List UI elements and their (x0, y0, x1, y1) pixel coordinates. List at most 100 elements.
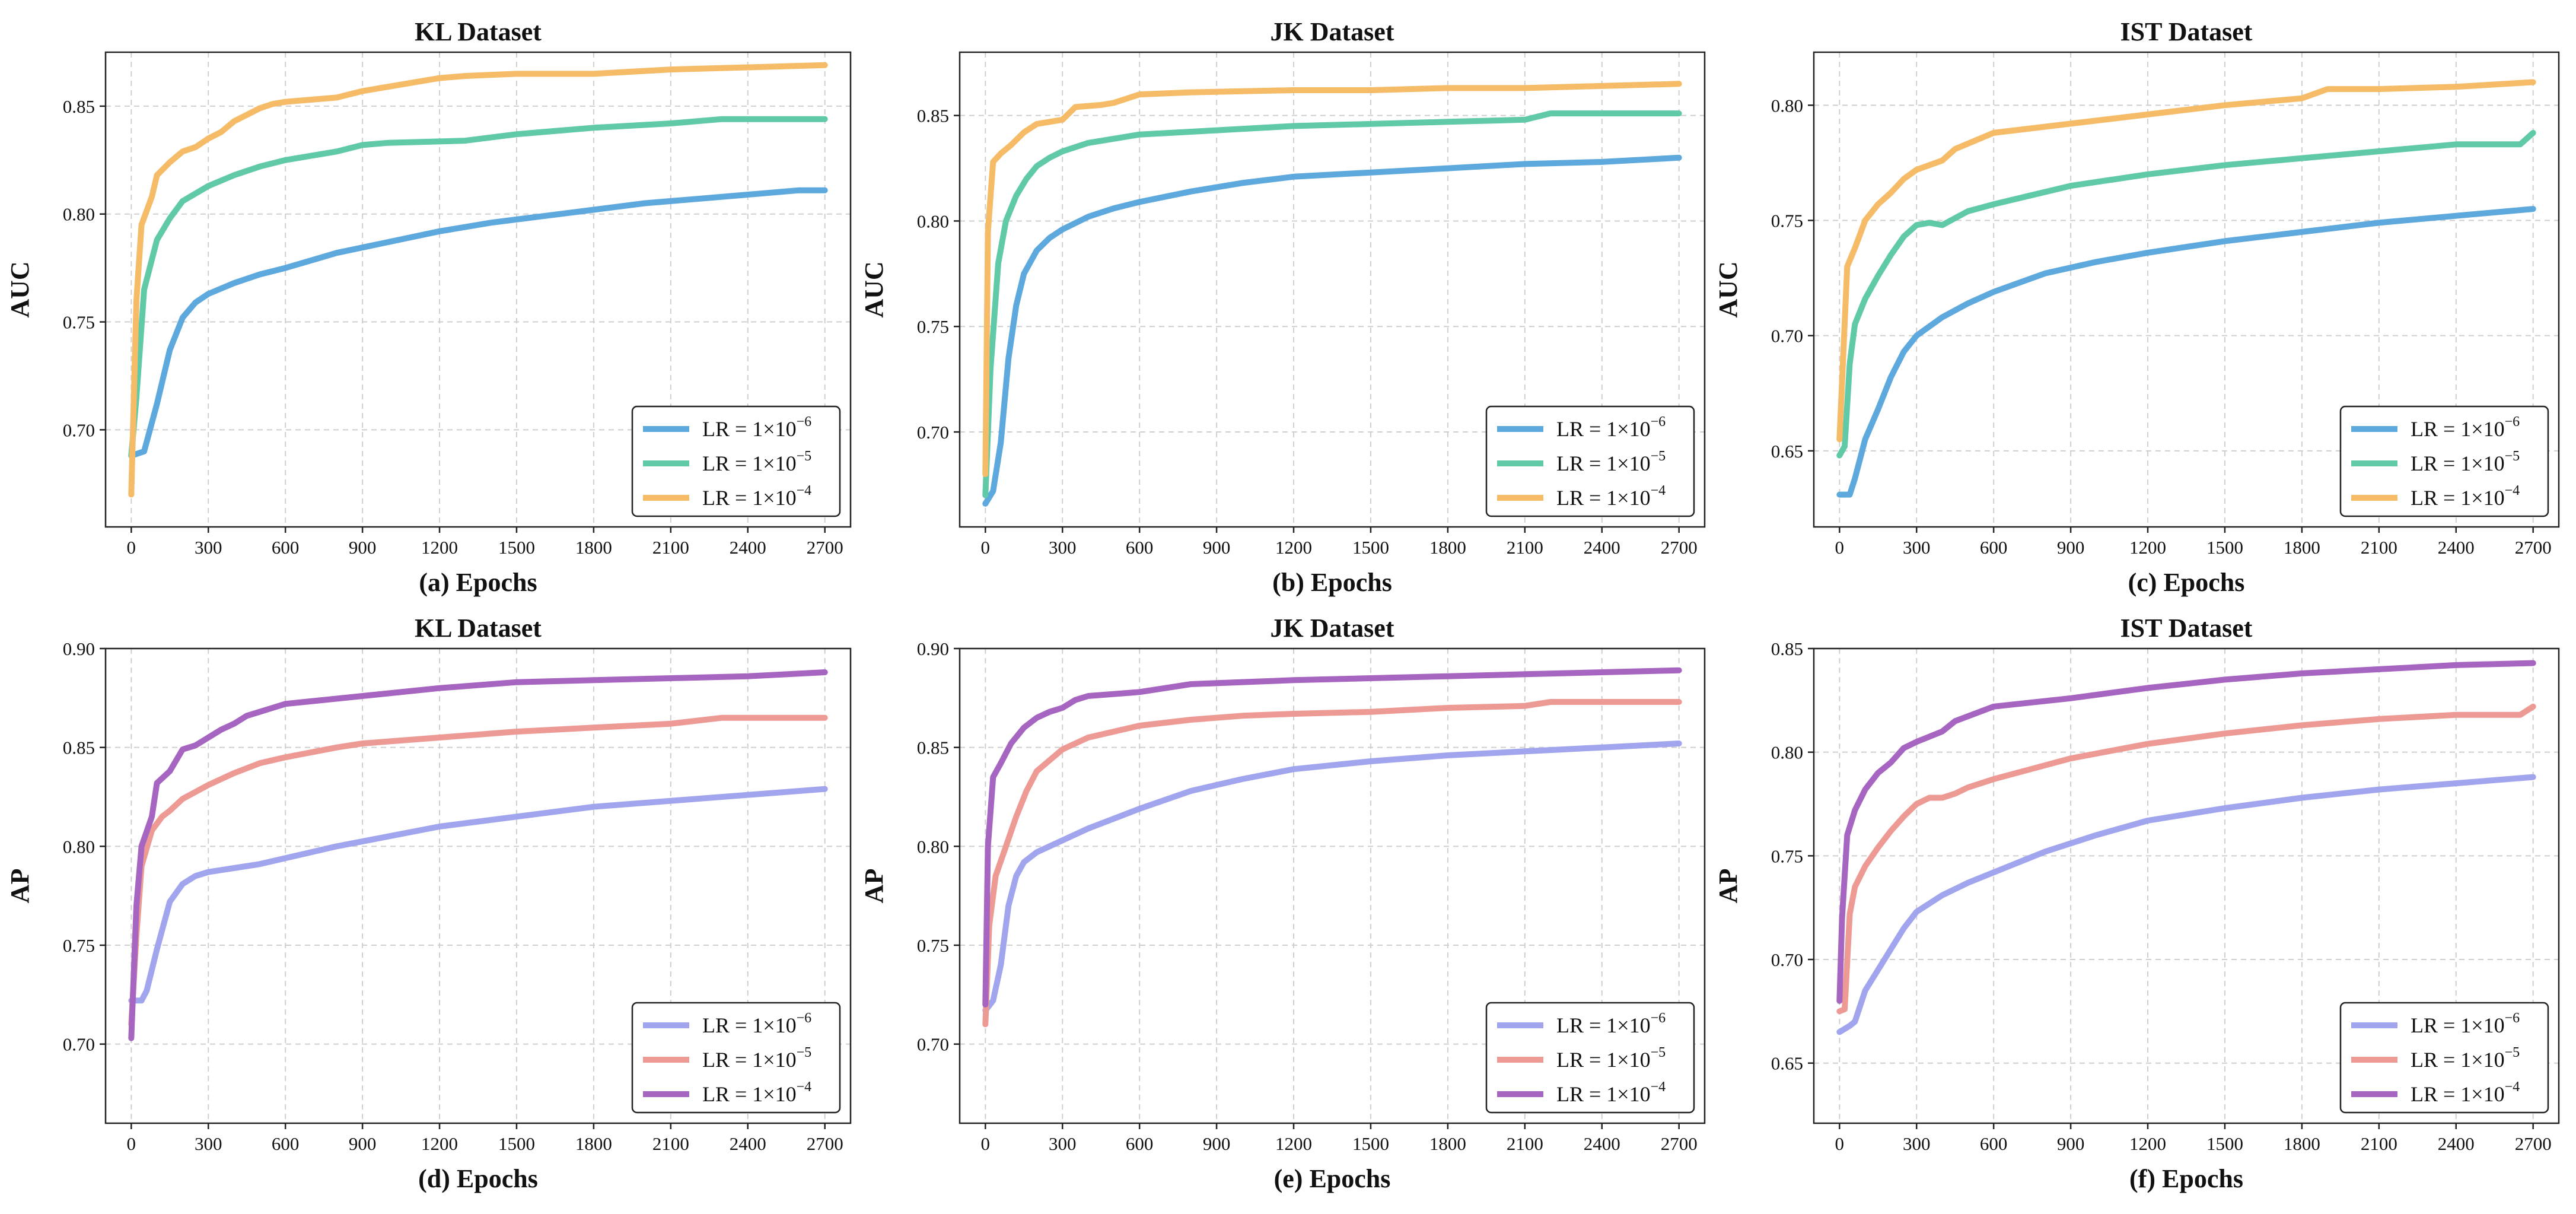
x-tick-label: 300 (1903, 537, 1931, 558)
series-line-0 (128, 187, 828, 459)
legend-exponent: −4 (797, 1079, 812, 1095)
plot-frame (959, 647, 1706, 1124)
legend-box (2339, 405, 2549, 517)
x-tick-label: 1200 (1275, 537, 1312, 558)
plot-frame (104, 51, 852, 528)
x-tick-label: 2700 (2515, 1133, 2552, 1154)
x-tick-label: 1200 (2129, 537, 2166, 558)
x-tick-label: 1800 (1429, 537, 1466, 558)
x-tick-label: 0 (127, 537, 136, 558)
x-tick-label: 2400 (1584, 537, 1620, 558)
legend-box (1485, 1002, 1695, 1114)
y-axis-label: AUC (859, 261, 889, 317)
legend-label: LR = 1×10 (702, 452, 797, 475)
y-tick-label: 0.80 (917, 211, 949, 231)
x-axis-label: (e) Epochs (1274, 1164, 1391, 1193)
y-tick-label: 0.80 (917, 836, 949, 857)
chart-panel-1: 0 300 600 900 1200 1500 1800 2100 2400 2700 0.70 0.… (859, 17, 1706, 597)
legend-box (631, 1002, 841, 1114)
legend-exponent: −4 (2505, 1079, 2520, 1095)
y-tick-label: 0.70 (63, 1034, 95, 1055)
legend-label: LR = 1×10 (1556, 1048, 1651, 1072)
y-tick-label: 0.75 (917, 935, 949, 956)
series-line-0 (982, 154, 1682, 507)
x-tick-label: 1200 (1275, 1133, 1312, 1154)
y-tick-label: 0.75 (63, 312, 95, 333)
x-tick-label: 1800 (2284, 1133, 2320, 1154)
legend-label: LR = 1×10 (2411, 1013, 2505, 1037)
x-tick-label: 0 (1835, 537, 1845, 558)
y-tick-label: 0.80 (1771, 742, 1803, 763)
y-axis-label: AP (5, 869, 34, 904)
series-line-1 (128, 116, 828, 459)
legend-label: LR = 1×10 (2411, 486, 2505, 510)
legend-entry-2: LR = 1×10−4 (702, 1079, 811, 1106)
chart-panel-3: 0 300 600 900 1200 1500 1800 2100 2400 2700 0.70 0.… (5, 614, 852, 1193)
legend-entry-0: LR = 1×10−6 (702, 414, 811, 441)
series-line-1 (1836, 129, 2536, 459)
x-tick-label: 1800 (575, 537, 612, 558)
legend-exponent: −6 (1651, 1010, 1666, 1026)
x-tick-label: 2400 (730, 537, 766, 558)
legend-label: LR = 1×10 (1556, 1013, 1651, 1037)
y-tick-label: 0.70 (63, 420, 95, 440)
x-axis-label: (b) Epochs (1272, 568, 1392, 597)
legend-label: LR = 1×10 (702, 1048, 797, 1072)
series-line-2 (1836, 79, 2536, 443)
legend-entry-2: LR = 1×10−4 (1556, 483, 1666, 510)
legend-entry-1: LR = 1×10−5 (702, 449, 811, 475)
y-tick-label: 0.85 (1771, 638, 1803, 659)
x-tick-label: 600 (1980, 537, 2008, 558)
series-line-1 (128, 714, 828, 1028)
x-axis-label: (c) Epochs (2128, 568, 2245, 597)
x-tick-label: 300 (195, 537, 222, 558)
x-tick-label: 900 (1203, 537, 1231, 558)
x-tick-label: 2100 (652, 1133, 689, 1154)
legend-box (631, 405, 841, 517)
legend-entry-2: LR = 1×10−4 (702, 483, 811, 510)
series-line-2 (128, 62, 828, 498)
y-tick-label: 0.75 (1771, 210, 1803, 231)
y-tick-label: 0.80 (1771, 95, 1803, 116)
legend: LR = 1×10−6LR = 1×10−5LR = 1×10−4 (2339, 1002, 2549, 1114)
y-tick-label: 0.70 (1771, 326, 1803, 347)
x-tick-label: 2400 (2438, 537, 2475, 558)
x-tick-label: 300 (195, 1133, 222, 1154)
legend-exponent: −4 (2505, 483, 2520, 498)
series-line-2 (982, 81, 1682, 478)
x-tick-label: 2700 (2515, 537, 2552, 558)
legend-label: LR = 1×10 (1556, 452, 1651, 475)
y-axis-label: AUC (5, 261, 34, 317)
series-group (982, 81, 1682, 507)
legend-entry-1: LR = 1×10−5 (702, 1045, 811, 1072)
chart-panel-0: 0 300 600 900 1200 1500 1800 2100 2400 2700 0.70 0.… (5, 17, 852, 597)
y-tick-label: 0.70 (917, 1034, 949, 1055)
x-tick-label: 300 (1903, 1133, 1931, 1154)
legend: LR = 1×10−6LR = 1×10−5LR = 1×10−4 (1485, 405, 1695, 517)
legend-entry-1: LR = 1×10−5 (2411, 1045, 2520, 1072)
legend-label: LR = 1×10 (702, 1082, 797, 1106)
legend-entry-0: LR = 1×10−6 (2411, 1010, 2520, 1037)
plot-frame (959, 51, 1706, 528)
legend-label: LR = 1×10 (2411, 417, 2505, 441)
legend-exponent: −4 (1651, 1079, 1666, 1095)
x-tick-label: 1800 (2284, 537, 2320, 558)
x-tick-label: 2100 (1507, 1133, 1543, 1154)
x-tick-label: 2700 (807, 1133, 843, 1154)
y-tick-label: 0.70 (1771, 949, 1803, 970)
y-tick-label: 0.85 (917, 738, 949, 758)
x-tick-label: 0 (981, 1133, 991, 1154)
y-tick-label: 0.90 (63, 638, 95, 659)
x-axis-label: (d) Epochs (418, 1164, 538, 1193)
series-line-1 (982, 110, 1682, 498)
legend-box (2339, 1002, 2549, 1114)
x-tick-label: 2400 (2438, 1133, 2475, 1154)
legend-entry-2: LR = 1×10−4 (2411, 483, 2520, 510)
y-tick-label: 0.65 (1771, 1053, 1803, 1074)
legend-exponent: −6 (2505, 414, 2520, 430)
x-tick-label: 1800 (575, 1133, 612, 1154)
x-tick-label: 1200 (2129, 1133, 2166, 1154)
legend-label: LR = 1×10 (2411, 1082, 2505, 1106)
x-tick-label: 2400 (730, 1133, 766, 1154)
